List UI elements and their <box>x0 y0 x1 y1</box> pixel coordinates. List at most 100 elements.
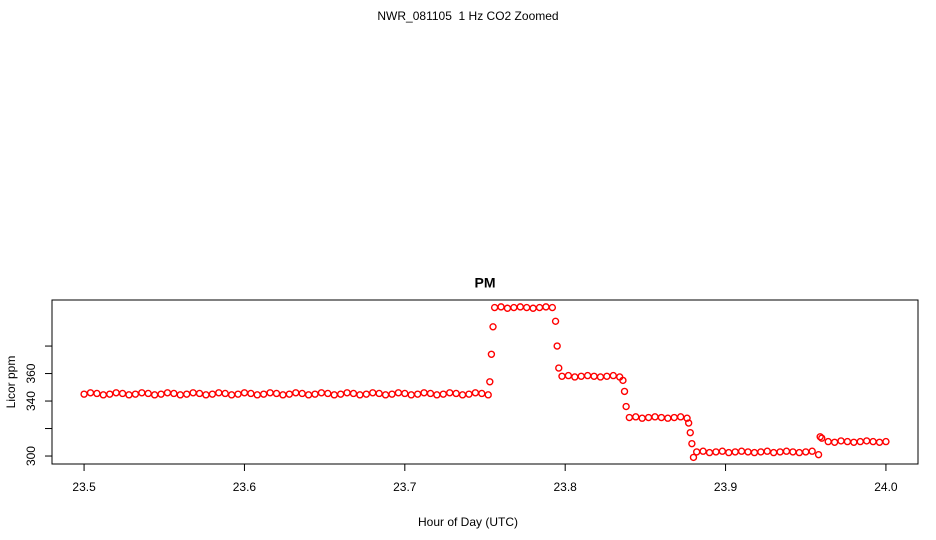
data-point <box>458 391 467 399</box>
x-axis-label: Hour of Day (UTC) <box>418 515 518 529</box>
data-point <box>862 437 871 445</box>
data-point <box>814 450 823 459</box>
data-point <box>336 390 345 398</box>
data-point <box>548 303 557 312</box>
data-point <box>489 323 497 331</box>
data-point <box>189 389 197 397</box>
data-point <box>215 389 223 397</box>
data-point <box>208 390 217 398</box>
data-point <box>343 389 351 397</box>
data-point <box>99 391 108 399</box>
data-point <box>818 434 826 442</box>
data-point <box>676 413 685 421</box>
data-point <box>596 373 605 381</box>
data-point <box>131 390 140 398</box>
data-point <box>349 389 358 398</box>
data-point <box>824 437 832 446</box>
data-point <box>535 303 544 312</box>
data-point <box>684 419 693 427</box>
data-point <box>369 389 377 397</box>
data-point <box>664 414 672 422</box>
y-tick-label: 340 <box>24 391 38 411</box>
data-point <box>388 390 396 398</box>
data-point <box>176 391 184 399</box>
x-tick-label: 23.5 <box>72 480 96 494</box>
data-point <box>850 438 858 446</box>
data-point <box>221 389 229 398</box>
data-point <box>830 438 839 446</box>
data-point <box>802 448 810 456</box>
data-point <box>401 389 409 398</box>
data-point <box>163 389 172 397</box>
data-point <box>292 389 300 397</box>
data-point <box>577 372 585 380</box>
data-point <box>234 390 242 398</box>
data-point <box>253 391 261 399</box>
data-point <box>330 391 338 399</box>
data-point <box>516 303 524 311</box>
data-point <box>471 389 480 397</box>
x-tick-label: 23.6 <box>233 480 257 494</box>
data-point <box>620 387 629 396</box>
data-point <box>486 378 494 386</box>
data-point <box>446 389 454 397</box>
data-point <box>555 364 563 372</box>
data-point <box>651 413 659 421</box>
data-point <box>125 391 133 399</box>
data-point <box>452 389 460 398</box>
data-point <box>311 390 319 398</box>
data-point <box>692 448 701 456</box>
data-point <box>571 373 579 381</box>
data-point <box>118 389 127 398</box>
data-point <box>529 304 537 312</box>
data-point <box>227 391 236 399</box>
data-point <box>644 413 653 422</box>
data-point <box>564 371 573 380</box>
data-point <box>510 303 518 312</box>
data-point <box>487 350 496 359</box>
data-point <box>272 389 281 398</box>
data-point <box>551 317 560 326</box>
data-point <box>465 390 473 398</box>
data-point <box>86 389 95 397</box>
data-point <box>362 390 371 398</box>
data-point <box>670 413 678 422</box>
data-point <box>699 447 707 455</box>
data-point <box>407 391 415 399</box>
y-tick-label: 360 <box>24 363 38 383</box>
data-point <box>725 448 733 457</box>
data-point <box>413 390 422 398</box>
data-point <box>622 402 630 411</box>
data-point <box>259 390 268 398</box>
data-point <box>856 437 864 446</box>
data-point <box>776 448 784 456</box>
data-point <box>757 448 765 456</box>
data-point <box>170 389 178 398</box>
data-point <box>285 390 294 398</box>
data-point <box>816 433 824 441</box>
data-point <box>106 390 114 398</box>
data-point <box>632 413 640 421</box>
data-point <box>356 391 364 399</box>
chart-title: PM <box>475 275 496 291</box>
data-point <box>744 448 752 456</box>
data-point <box>478 389 486 398</box>
x-tick-label: 24.0 <box>874 480 898 494</box>
data-point <box>304 391 313 399</box>
data-point <box>157 390 165 398</box>
data-point <box>869 437 877 446</box>
data-point <box>638 414 646 422</box>
x-tick-label: 23.8 <box>554 480 578 494</box>
data-point <box>195 389 204 398</box>
data-point <box>619 376 627 385</box>
data-point <box>439 390 448 398</box>
data-point <box>843 437 852 446</box>
data-point <box>795 448 804 457</box>
x-tick-label: 23.9 <box>714 480 738 494</box>
data-point <box>266 389 274 397</box>
data-point <box>750 448 759 457</box>
data-point <box>497 303 505 311</box>
data-point <box>202 391 210 399</box>
data-point <box>150 391 159 399</box>
